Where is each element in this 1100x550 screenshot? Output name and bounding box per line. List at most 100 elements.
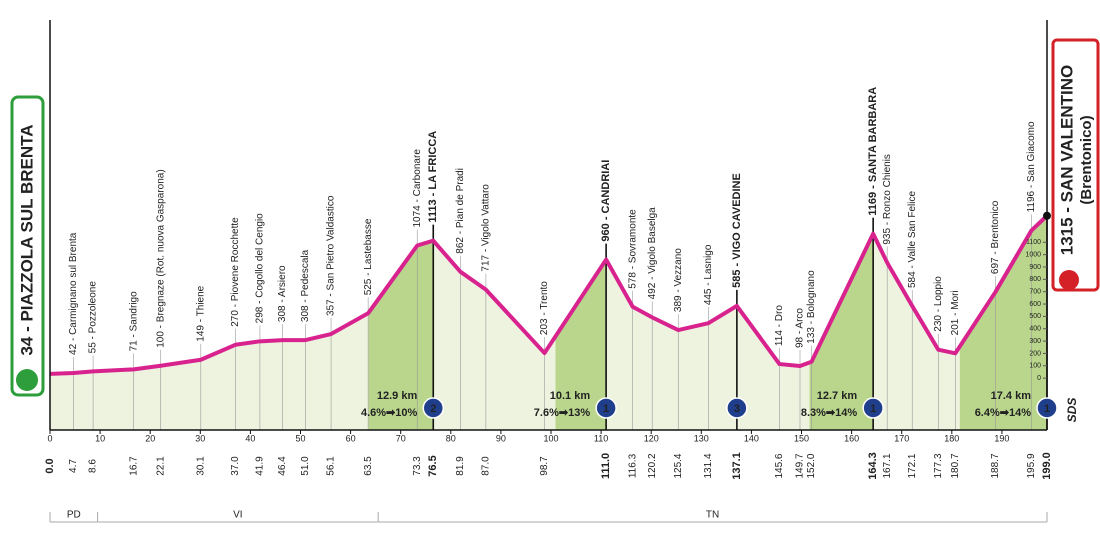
climb-gradient: 6.4%➡14% (975, 407, 1032, 419)
x-tick-label: 140 (744, 433, 759, 443)
climb-length: 12.9 km (377, 390, 418, 402)
km-label: 51.0 (300, 456, 311, 476)
finish-box (1051, 38, 1100, 292)
x-tick-label: 40 (245, 433, 255, 443)
waypoint-label: 717 - Vigolo Vattaro (481, 184, 492, 272)
waypoint-label: 697 - Brentonico (990, 200, 1001, 274)
climb-label: 960 - CANDRIAI (600, 160, 612, 242)
km-label: 87.0 (481, 456, 492, 476)
y-tick-label: 0 (1037, 375, 1041, 382)
km-label: 177.3 (933, 453, 944, 478)
profile-area (50, 215, 1047, 430)
km-label: 180.7 (950, 453, 961, 478)
climb-category: 3 (734, 403, 740, 415)
x-tick-label: 180 (944, 433, 959, 443)
x-tick-label: 170 (894, 433, 909, 443)
km-label: 188.7 (990, 453, 1001, 478)
km-label: 137.1 (731, 452, 743, 480)
waypoint-label: 114 - Dro (774, 305, 785, 346)
y-tick-label: 1000 (1025, 251, 1041, 258)
finish-icon (1059, 270, 1079, 290)
x-tick-label: 20 (145, 433, 155, 443)
y-tick-label: 800 (1029, 276, 1041, 283)
waypoint-label: 71 - Sandrigo (128, 291, 139, 351)
waypoint-label: 389 - Vezzano (673, 248, 684, 312)
km-label: 0.0 (44, 458, 56, 473)
km-label: 195.9 (1026, 453, 1037, 478)
climb-area (809, 233, 874, 430)
waypoint-label: 1074 - Carbonare (412, 149, 423, 228)
finish-title: 1315 - SAN VALENTINO (1057, 65, 1076, 256)
waypoint-label: 1196 - San Giacomo (1026, 121, 1037, 212)
km-label: 149.7 (795, 453, 806, 478)
x-tick-label: 0 (47, 433, 52, 443)
waypoint-label: 862 - Pian de Pradi (455, 168, 466, 254)
waypoint-label: 935 - Ronzo Chienis (882, 154, 893, 245)
logo: SDS (1065, 398, 1079, 423)
km-label: 172.1 (907, 453, 918, 478)
finish-subtitle: (Brentonico) (1078, 115, 1095, 204)
x-tick-label: 160 (844, 433, 859, 443)
km-label: 46.4 (277, 456, 288, 476)
y-tick-label: 500 (1029, 313, 1041, 320)
y-tick-label: 600 (1029, 301, 1041, 308)
km-label: 120.2 (647, 453, 658, 478)
waypoint-label: 270 - Piovene Rocchette (230, 217, 241, 327)
climb-category: 1 (603, 403, 609, 415)
km-label: 76.5 (427, 455, 439, 476)
climb-length: 12.7 km (817, 390, 858, 402)
km-label: 37.0 (230, 456, 241, 476)
climb-length: 10.1 km (550, 390, 591, 402)
climb-label: 1113 - LA FRICCA (427, 131, 439, 223)
km-label: 63.5 (363, 456, 374, 476)
waypoint-label: 308 - Pedescala (300, 249, 311, 322)
climb-label: 585 - VIGO CAVEDINE (731, 173, 743, 288)
km-label: 152.0 (806, 453, 817, 478)
waypoint-label: 100 - Bregnaze (Rot. nuova Gasparona) (155, 169, 166, 347)
climb-category: 1 (1044, 403, 1050, 415)
start-title: 34 - PIAZZOLA SUL BRENTA (17, 124, 36, 355)
x-tick-label: 150 (794, 433, 809, 443)
waypoint-label: 98 - Arco (795, 308, 806, 348)
climb-category: 2 (430, 403, 436, 415)
climb-label: 1169 - SANTA BARBARA (867, 87, 879, 216)
climb-length: 17.4 km (991, 390, 1032, 402)
km-label: 30.1 (195, 456, 206, 476)
km-label: 22.1 (155, 456, 166, 476)
waypoint-label: 203 - Trento (539, 281, 550, 335)
profile-line (49, 214, 1049, 376)
km-label: 16.7 (128, 456, 139, 476)
waypoint-label: 230 - Loppio (933, 276, 944, 332)
climb-area (555, 259, 607, 430)
climb-gradient: 8.3%➡14% (801, 407, 858, 419)
waypoint-label: 357 - San Pietro Valdastico (326, 195, 337, 316)
y-tick-label: 700 (1029, 289, 1041, 296)
km-label: 8.6 (88, 459, 99, 473)
km-label: 4.7 (68, 459, 79, 473)
start-icon (16, 369, 38, 391)
waypoint-label: 578 - Sovramonte (627, 209, 638, 289)
km-label: 98.7 (539, 456, 550, 476)
waypoint-label: 445 - Lasnigo (703, 244, 714, 305)
climb-area (959, 215, 1047, 430)
km-label: 164.3 (867, 452, 879, 480)
x-tick-label: 80 (446, 433, 456, 443)
x-tick-label: 90 (496, 433, 506, 443)
waypoint-label: 201 - Mori (950, 290, 961, 335)
climb-badge (1036, 397, 1058, 419)
km-label: 116.3 (627, 453, 638, 478)
x-tick-label: 130 (694, 433, 709, 443)
climb-badge (595, 397, 617, 419)
y-tick-label: 900 (1029, 264, 1041, 271)
waypoint-label: 55 - Pozzoleone (88, 281, 99, 354)
km-label: 167.1 (882, 453, 893, 478)
km-label: 145.6 (774, 453, 785, 478)
region-label: VI (233, 510, 242, 521)
km-label: 111.0 (600, 453, 612, 479)
y-tick-label: 400 (1029, 326, 1041, 333)
waypoint-label: 492 - Vigolo Baselga (647, 207, 658, 300)
km-label: 125.4 (673, 453, 684, 478)
waypoint-label: 525 - Lastebasse (363, 218, 374, 295)
